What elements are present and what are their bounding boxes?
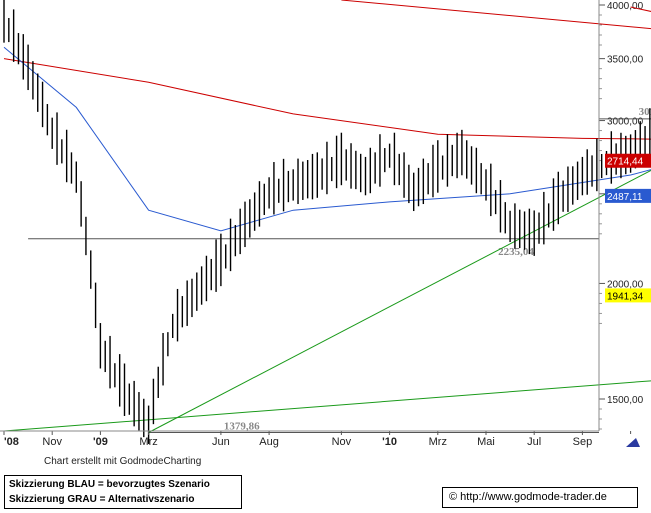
level-label: 3012,78 [639,106,651,118]
x-axis: '08Nov'09MrzJunAugNov'10MrzMaiJulSepNov'… [3,431,641,448]
red-ma-badge [605,153,651,168]
y-tick-label: 1500,00 [607,395,644,406]
y-tick-label: 4000,00 [607,1,644,12]
blue-ma-badge [605,188,651,203]
level-label: 2235,04 [498,246,534,258]
x-tick-label: '09 [93,436,108,448]
level-label: 1379,86 [224,421,260,433]
legend-grey-text: Skizzierung GRAU = Alternativszenario [9,494,195,505]
x-tick-label: Sep [573,436,593,448]
trendline [3,380,651,432]
value-badges: 2714,44 2487,11 1941,34 [605,153,651,303]
price-bars [3,0,651,444]
x-tick-label: Nov [42,436,62,448]
nav-arrow-icon[interactable] [620,434,644,450]
horizontal-levels: 3012,78 2235,04 1379,86 [28,106,651,434]
legend-blue-text: Skizzierung BLAU = bevorzugtes Szenario [9,479,210,490]
last-price-badge-label: 1941,34 [607,291,644,302]
blue-ma-badge-label: 2487,11 [607,192,643,203]
y-tick-label: 3500,00 [607,55,644,66]
scenario-legend: Skizzierung BLAU = bevorzugtes Szenario … [4,475,242,509]
x-tick-label: Jul [527,436,541,448]
chart-credit: Chart erstellt mit GodmodeCharting [44,456,202,467]
moving-average-line [3,46,651,232]
source-link[interactable]: © http://www.godmode-trader.de [442,487,638,508]
x-tick-label: '10 [382,436,397,448]
x-tick-label: Mrz [429,436,447,448]
x-tick-label: Jun [212,436,230,448]
x-tick-label: Nov [332,436,352,448]
x-tick-label: '08 [4,436,19,448]
y-tick-label: 2000,00 [607,279,644,290]
trendline [341,0,651,30]
last-price-badge [605,288,651,303]
stock-chart: 4000,003500,003000,002500,002000,001500,… [0,0,651,450]
x-tick-label: Mai [477,436,495,448]
x-tick-label: Mrz [139,436,157,448]
x-tick-label: Aug [259,436,279,448]
moving-averages [3,46,651,232]
moving-average-line [3,58,651,140]
y-tick-label: 3000,00 [607,117,644,128]
red-ma-badge-label: 2714,44 [607,157,644,168]
